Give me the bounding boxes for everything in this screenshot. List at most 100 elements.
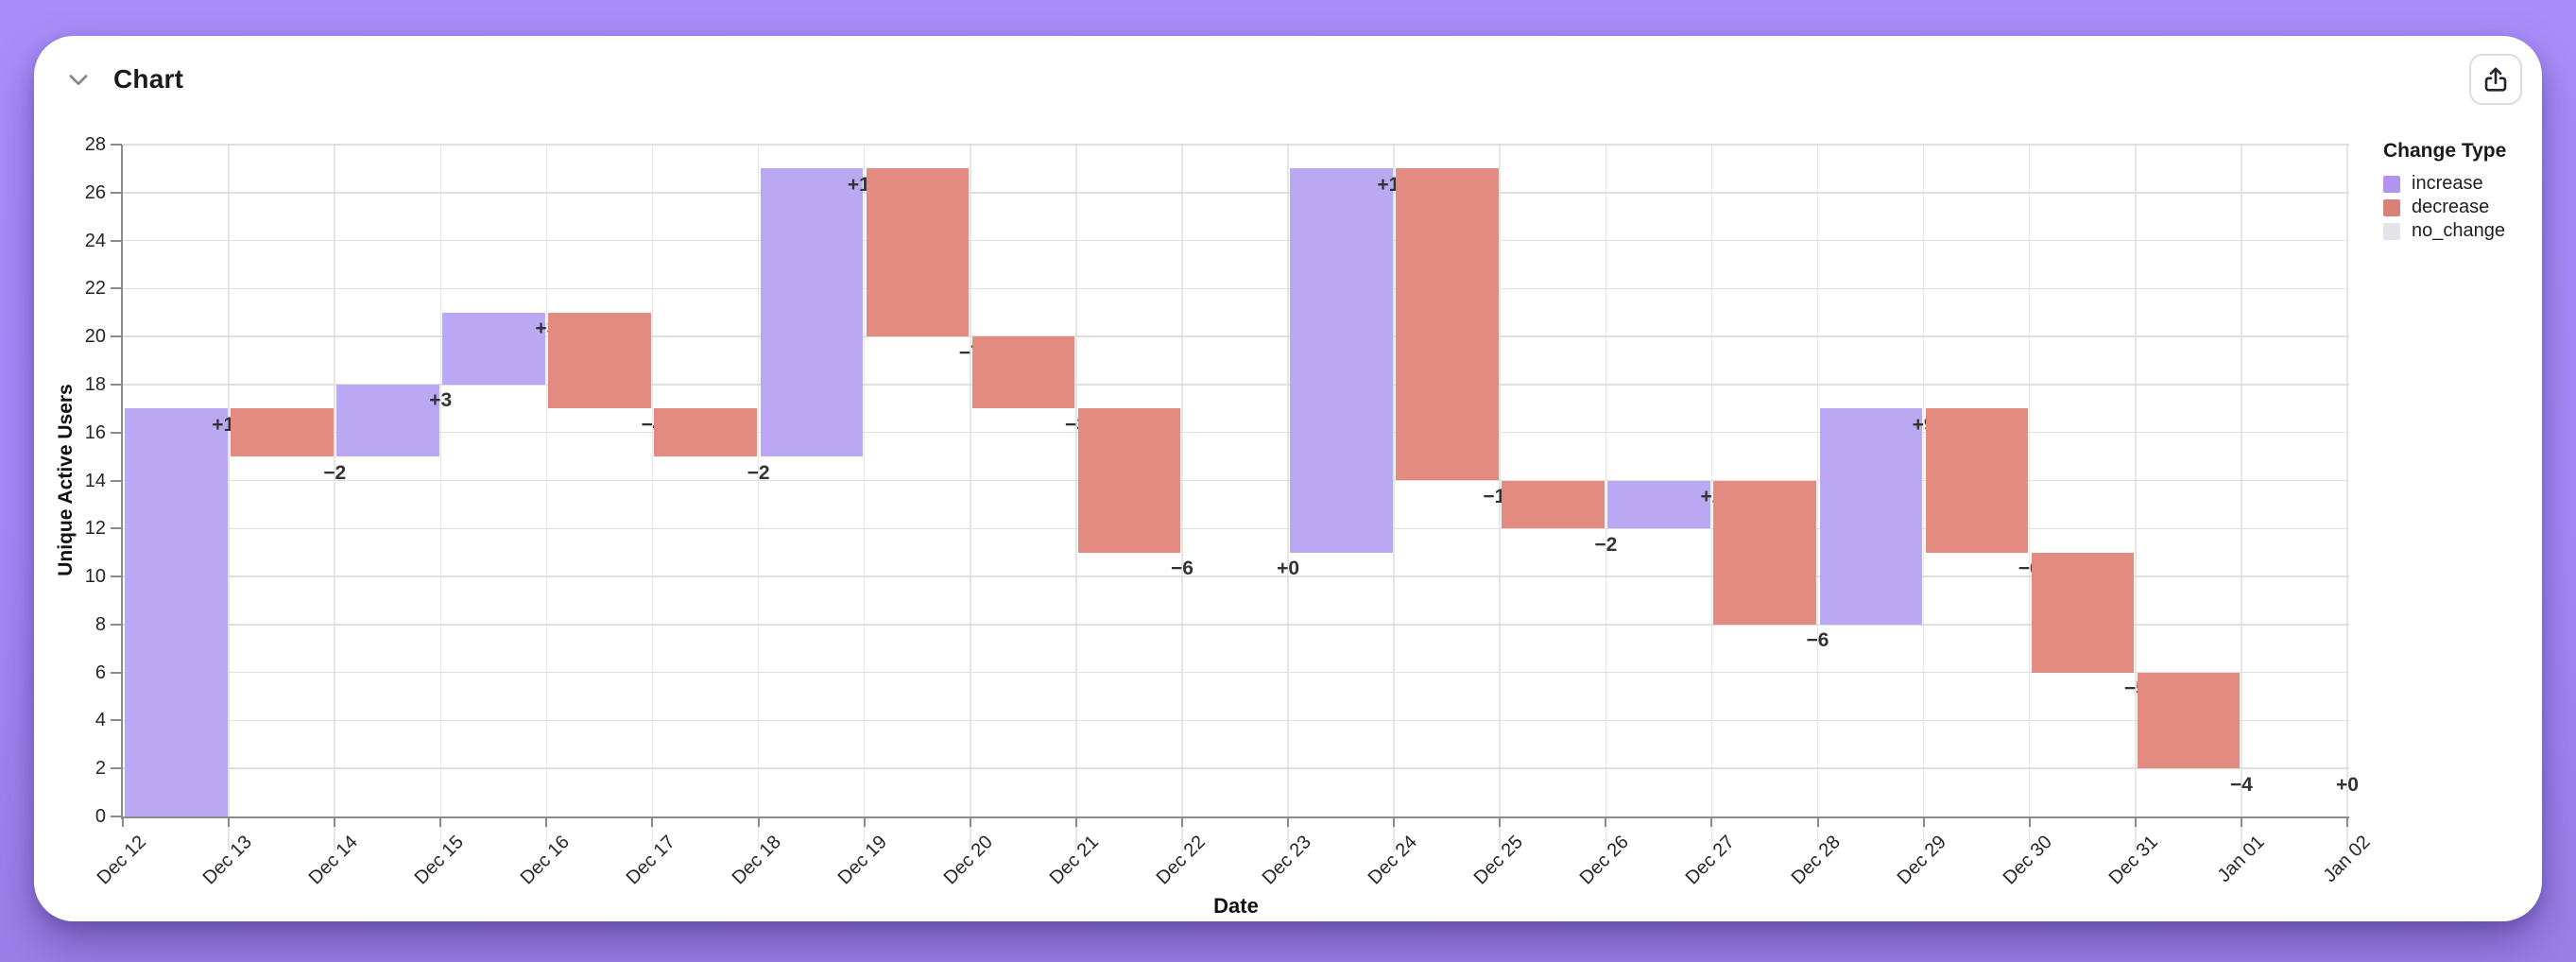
y-tick-label: 26: [84, 181, 106, 203]
legend-swatch: [2383, 198, 2400, 216]
y-tick-mark: [111, 144, 122, 146]
bar-dec-23[interactable]: [1290, 168, 1393, 553]
x-gridline: [1499, 145, 1501, 851]
bar-dec-25[interactable]: [1502, 480, 1605, 529]
bar-dec-24[interactable]: [1396, 168, 1499, 481]
y-gridline: [123, 335, 2349, 337]
y-tick-mark: [111, 191, 122, 194]
legend-item-label: no_change: [2412, 220, 2505, 241]
y-gridline: [123, 671, 2349, 674]
x-tick-mark: [651, 817, 654, 827]
y-gridline: [123, 767, 2349, 769]
legend-title: Change Type: [2383, 140, 2507, 162]
y-tick-mark: [111, 816, 122, 817]
bar-dec-12[interactable]: [125, 408, 228, 816]
chevron-down-icon: [69, 75, 88, 86]
legend-item-increase: increase: [2383, 172, 2506, 196]
x-gridline: [1181, 145, 1183, 851]
bar-value-label: −4: [2229, 773, 2253, 796]
x-tick-mark: [1710, 817, 1713, 827]
x-tick-mark: [2346, 817, 2348, 827]
waterfall-chart: 0 2 4 6 8 10 12 14 16 18 20 22 24 26 28 +17 −2 +3 +3 −4 −2 +1…: [34, 36, 2542, 921]
x-gridline: [545, 145, 548, 851]
y-tick-label: 8: [94, 613, 106, 635]
bar-dec-19[interactable]: [866, 168, 970, 337]
y-tick-label: 10: [84, 566, 106, 588]
x-tick-mark: [863, 817, 866, 827]
bar-value-label: −6: [1170, 558, 1194, 580]
x-tick-mark: [1180, 817, 1183, 827]
y-gridline: [123, 431, 2349, 434]
y-tick-label: 12: [84, 518, 106, 540]
bar-dec-13[interactable]: [231, 408, 334, 457]
x-tick-mark: [2028, 817, 2031, 827]
legend-item-decrease: decrease: [2383, 196, 2506, 219]
bar-dec-27[interactable]: [1713, 480, 1817, 625]
bar-dec-30[interactable]: [2031, 552, 2135, 673]
x-gridline: [1816, 145, 1819, 851]
x-tick-mark: [122, 817, 124, 827]
legend-swatch: [2383, 222, 2400, 240]
y-gridline: [123, 575, 2349, 577]
share-icon: [2484, 67, 2507, 92]
y-gridline: [123, 192, 2349, 194]
x-gridline: [2135, 145, 2137, 851]
legend: Change Type increase decrease no_change: [2383, 140, 2506, 243]
x-tick-mark: [334, 817, 336, 827]
x-gridline: [1710, 145, 1713, 851]
bar-dec-18[interactable]: [760, 168, 864, 457]
legend-items: increase decrease no_change: [2383, 172, 2506, 243]
x-gridline: [2241, 145, 2242, 851]
y-gridline: [123, 719, 2349, 722]
bar-dec-17[interactable]: [654, 408, 758, 457]
chart-card: Chart 0 2 4 6 8 10 12 14 16 18 20 22 24 26 28 +17 −2 +3 +3…: [34, 36, 2542, 921]
x-axis-title: Date: [1213, 894, 1259, 918]
bar-value-label: +0: [1277, 558, 1300, 580]
y-gridline: [123, 144, 2349, 146]
x-gridline: [651, 145, 654, 851]
x-gridline: [1075, 145, 1077, 851]
bar-value-label: −2: [747, 461, 770, 484]
y-gridline: [123, 624, 2349, 626]
bar-value-label: −2: [323, 461, 347, 484]
x-gridline: [439, 145, 442, 851]
bar-dec-16[interactable]: [548, 312, 651, 409]
x-tick-mark: [1922, 817, 1925, 827]
x-tick-mark: [1605, 817, 1607, 827]
bar-dec-15[interactable]: [442, 312, 545, 385]
x-gridline: [228, 145, 230, 851]
page-title: Chart: [113, 64, 184, 94]
x-gridline: [1922, 145, 1925, 851]
bar-dec-14[interactable]: [336, 384, 439, 457]
x-axis-line: [121, 816, 2349, 818]
bar-value-label: −2: [1594, 533, 1618, 556]
y-gridline: [123, 527, 2349, 530]
bar-dec-31[interactable]: [2137, 672, 2241, 769]
share-button[interactable]: [2469, 54, 2522, 105]
bar-dec-20[interactable]: [971, 336, 1075, 409]
y-tick-label: 22: [84, 278, 106, 300]
collapse-button[interactable]: [64, 66, 93, 94]
y-tick-label: 14: [84, 470, 106, 491]
x-gridline: [2346, 145, 2348, 851]
bar-dec-21[interactable]: [1077, 408, 1181, 553]
x-tick-mark: [1393, 817, 1396, 827]
legend-item-no_change: no_change: [2383, 219, 2506, 243]
bar-dec-26[interactable]: [1607, 480, 1710, 529]
bar-value-label: +0: [2336, 773, 2359, 796]
x-tick-mark: [2134, 817, 2137, 827]
y-tick-label: 0: [94, 806, 106, 827]
y-tick-label: 18: [84, 373, 106, 395]
y-tick-label: 6: [94, 661, 106, 683]
y-tick-mark: [111, 575, 122, 578]
bar-dec-28[interactable]: [1819, 408, 1923, 625]
bar-dec-29[interactable]: [1925, 408, 2029, 553]
y-tick-label: 28: [84, 134, 106, 155]
y-axis-title: Unique Active Users: [55, 384, 77, 576]
y-gridline: [123, 287, 2349, 290]
y-tick-mark: [111, 239, 122, 242]
x-tick-mark: [228, 817, 231, 827]
x-tick-mark: [2240, 817, 2242, 827]
y-tick-label: 24: [84, 230, 106, 251]
